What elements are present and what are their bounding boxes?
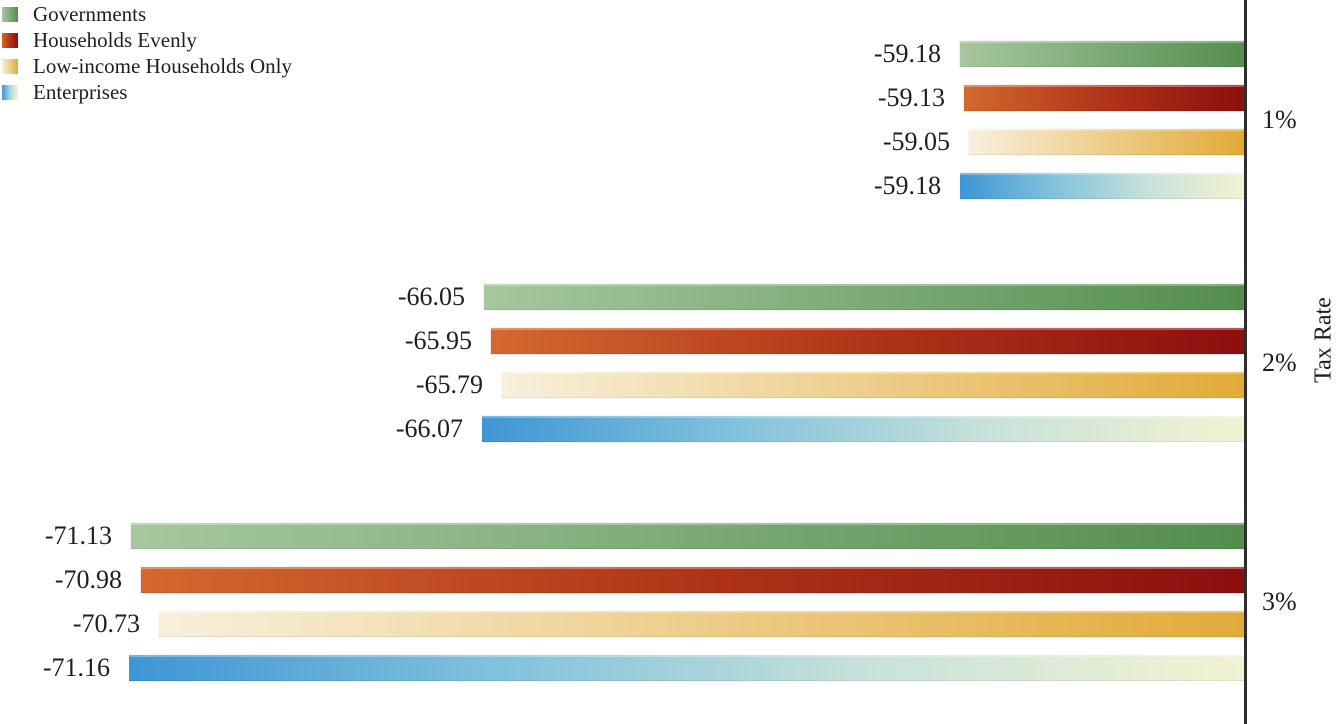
- axis-tick-label-3: 3%: [1262, 587, 1297, 616]
- legend-item-households-evenly: Households Evenly: [2, 27, 432, 53]
- value-label-households-evenly-2: -65.95: [404, 326, 472, 355]
- value-label-governments-3: -71.13: [44, 521, 112, 550]
- value-label-enterprises-3: -71.16: [42, 653, 110, 682]
- value-label-households-evenly-3: -70.98: [54, 565, 122, 594]
- bar-households-evenly-3: [140, 566, 1246, 594]
- value-label-low-income-households-only-3: -70.73: [72, 609, 140, 638]
- legend-item-governments: Governments: [2, 1, 432, 27]
- value-label-governments-1: -59.18: [873, 39, 941, 68]
- legend-item-enterprises: Enterprises: [2, 79, 432, 105]
- axis-tick-label-1: 1%: [1262, 105, 1297, 134]
- legend-swatch-icon: [2, 58, 18, 74]
- axis-tick-label-2: 2%: [1262, 348, 1297, 377]
- legend-swatch-icon: [2, 32, 18, 48]
- legend-label: Low-income Households Only: [33, 54, 292, 78]
- value-label-low-income-households-only-1: -59.05: [882, 127, 950, 156]
- value-label-governments-2: -66.05: [397, 282, 465, 311]
- value-label-households-evenly-1: -59.13: [877, 83, 945, 112]
- legend-label: Households Evenly: [33, 28, 197, 52]
- value-label-enterprises-1: -59.18: [873, 171, 941, 200]
- bar-governments-1: [959, 40, 1246, 68]
- bar-enterprises-1: [959, 172, 1246, 200]
- bar-households-evenly-1: [963, 84, 1246, 112]
- value-label-enterprises-2: -66.07: [395, 414, 463, 443]
- legend-label: Enterprises: [33, 80, 128, 104]
- bar-enterprises-2: [481, 415, 1246, 443]
- bar-low-income-households-only-2: [501, 371, 1246, 399]
- chart-legend: Governments Households Evenly Low-income H…: [2, 1, 432, 105]
- value-label-low-income-households-only-2: -65.79: [415, 370, 483, 399]
- category-axis-line: [1244, 0, 1247, 724]
- bar-low-income-households-only-3: [158, 610, 1246, 638]
- legend-swatch-icon: [2, 84, 18, 100]
- legend-item-low-income-households-only: Low-income Households Only: [2, 53, 432, 79]
- legend-swatch-icon: [2, 6, 18, 22]
- legend-label: Governments: [33, 2, 147, 26]
- bar-governments-2: [483, 283, 1246, 311]
- axis-title-tax-rate: Tax Rate: [1310, 297, 1337, 383]
- bar-governments-3: [130, 522, 1246, 550]
- bar-low-income-households-only-1: [968, 128, 1246, 156]
- bar-households-evenly-2: [490, 327, 1246, 355]
- bar-enterprises-3: [128, 654, 1246, 682]
